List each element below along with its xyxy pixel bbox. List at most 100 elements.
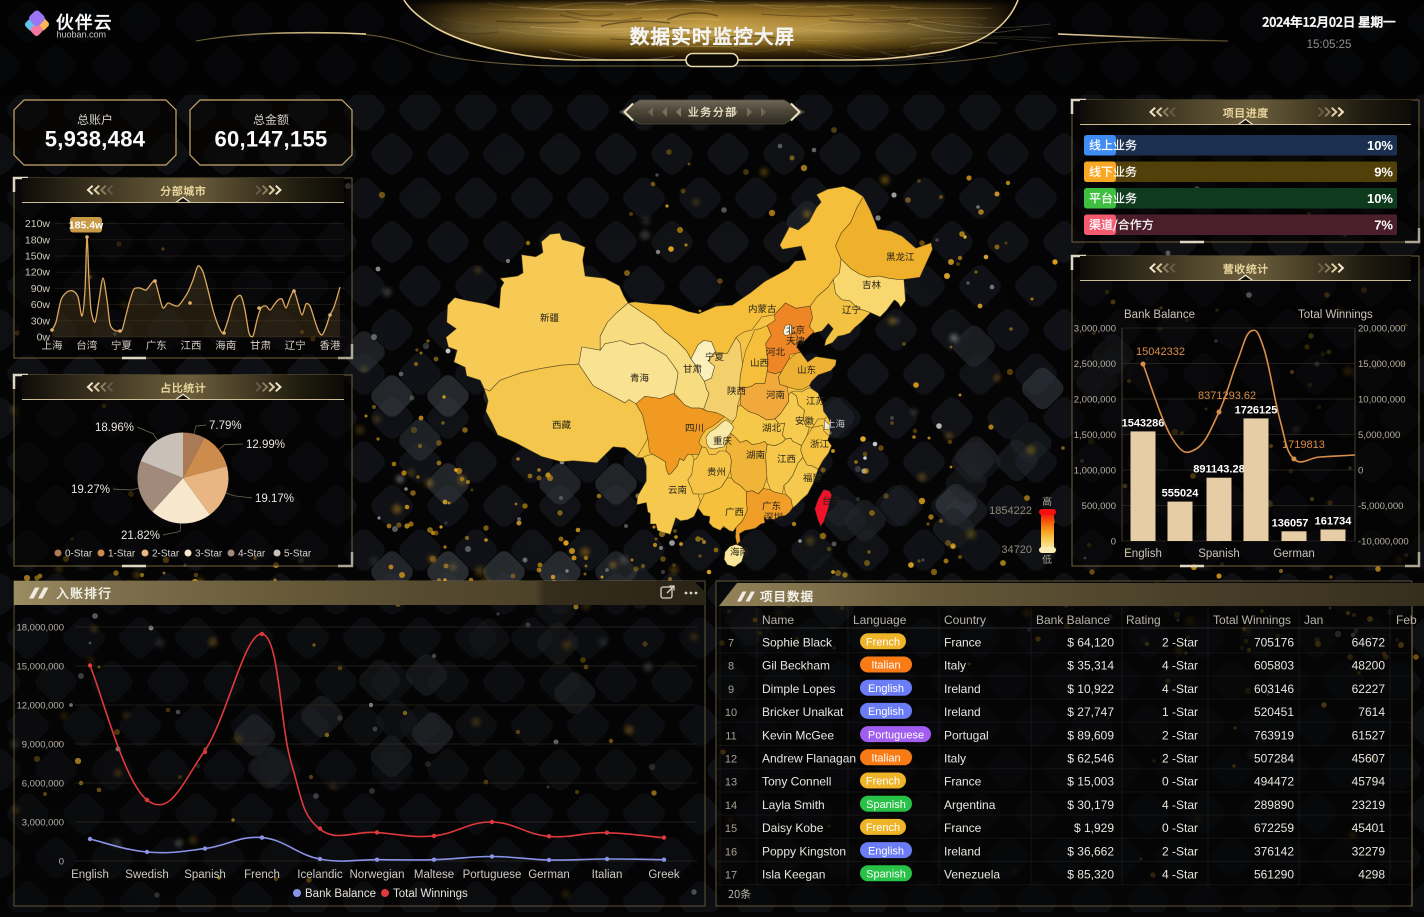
svg-text:Rating: Rating [1126,613,1161,627]
svg-text:Kevin McGee: Kevin McGee [762,728,834,742]
svg-text:2,000,000: 2,000,000 [1074,395,1116,406]
svg-text:9%: 9% [1374,165,1393,180]
svg-text:561290: 561290 [1254,868,1294,882]
svg-text:9: 9 [728,684,734,696]
svg-text:huoban.com: huoban.com [57,30,107,40]
svg-text:520451: 520451 [1254,705,1294,719]
svg-text:Swedish: Swedish [125,869,168,881]
svg-text:5,938,484: 5,938,484 [45,127,146,152]
svg-text:$ 36,662: $ 36,662 [1067,844,1114,858]
svg-text:France: France [944,821,982,835]
svg-text:90w: 90w [31,283,51,295]
svg-text:18,000,000: 18,000,000 [16,623,64,634]
svg-text:$ 10,922: $ 10,922 [1067,682,1114,696]
svg-text:Ireland: Ireland [944,705,981,719]
svg-text:Italian: Italian [592,869,623,881]
svg-text:French: French [866,776,900,788]
svg-text:Norwegian: Norwegian [350,869,405,881]
svg-text:Language: Language [853,613,907,627]
svg-text:19.17%: 19.17% [255,493,294,505]
svg-text:62227: 62227 [1352,682,1386,696]
svg-text:1-Star: 1-Star [108,549,136,560]
svg-text:-10,000,000: -10,000,000 [1358,537,1409,548]
svg-text:45607: 45607 [1352,752,1386,766]
svg-text:Portuguese: Portuguese [868,729,924,741]
svg-text:French: French [866,637,900,649]
svg-text:2 -Star: 2 -Star [1162,636,1198,650]
svg-text:Tony Connell: Tony Connell [762,775,831,789]
svg-text:$ 1,929: $ 1,929 [1074,821,1114,835]
svg-text:1 -Star: 1 -Star [1162,705,1198,719]
svg-text:$ 30,179: $ 30,179 [1067,798,1114,812]
svg-text:5-Star: 5-Star [284,549,312,560]
svg-text:1543286: 1543286 [1122,417,1165,429]
svg-text:21.82%: 21.82% [121,530,160,542]
svg-text:Total Winnings: Total Winnings [393,888,468,900]
svg-text:6,000,000: 6,000,000 [22,779,64,790]
svg-text:23219: 23219 [1352,798,1386,812]
svg-text:30w: 30w [31,315,51,327]
svg-text:2 -Star: 2 -Star [1162,728,1198,742]
svg-text:Dimple Lopes: Dimple Lopes [762,682,835,696]
svg-text:3-Star: 3-Star [195,549,223,560]
svg-text:$ 62,546: $ 62,546 [1067,752,1114,766]
svg-text:Isla Keegan: Isla Keegan [762,868,825,882]
svg-text:210w: 210w [25,218,51,230]
svg-text:4 -Star: 4 -Star [1162,798,1198,812]
svg-text:15042332: 15042332 [1136,346,1185,358]
svg-text:Ireland: Ireland [944,844,981,858]
svg-text:$ 64,120: $ 64,120 [1067,636,1114,650]
svg-text:4298: 4298 [1358,868,1385,882]
svg-text:150w: 150w [25,251,51,263]
svg-text:180w: 180w [25,234,51,246]
svg-text:Layla Smith: Layla Smith [762,798,825,812]
svg-text:Name: Name [762,613,794,627]
svg-text:Italian: Italian [871,753,900,765]
svg-text:48200: 48200 [1352,659,1386,673]
svg-text:France: France [944,636,982,650]
svg-text:Andrew Flanagan: Andrew Flanagan [762,752,856,766]
svg-text:Italy: Italy [944,659,966,673]
svg-text:507284: 507284 [1254,752,1294,766]
svg-text:$ 35,314: $ 35,314 [1067,659,1114,673]
svg-text:Venezuela: Venezuela [944,868,1000,882]
svg-text:0 -Star: 0 -Star [1162,821,1198,835]
svg-text:Spanish: Spanish [184,869,226,881]
svg-text:45401: 45401 [1352,821,1386,835]
svg-text:0: 0 [1358,466,1363,477]
svg-text:12.99%: 12.99% [246,439,285,451]
svg-text:French: French [866,822,900,834]
svg-text:603146: 603146 [1254,682,1294,696]
svg-text:60w: 60w [31,299,51,311]
svg-text:763919: 763919 [1254,728,1294,742]
svg-text:Total Winnings: Total Winnings [1298,309,1373,321]
svg-text:German: German [1273,548,1315,560]
svg-text:0: 0 [59,857,64,868]
svg-text:1726125: 1726125 [1235,404,1278,416]
svg-text:Spanish: Spanish [1198,548,1240,560]
svg-text:45794: 45794 [1352,775,1386,789]
svg-text:10: 10 [725,707,737,719]
svg-text:2 -Star: 2 -Star [1162,752,1198,766]
svg-text:19.27%: 19.27% [71,484,110,496]
svg-text:$ 27,747: $ 27,747 [1067,705,1114,719]
svg-text:Daisy Kobe: Daisy Kobe [762,821,824,835]
svg-text:494472: 494472 [1254,775,1294,789]
svg-text:Greek: Greek [648,869,680,881]
svg-text:15:05:25: 15:05:25 [1307,39,1352,51]
svg-text:555024: 555024 [1162,488,1200,500]
svg-text:61527: 61527 [1352,728,1386,742]
svg-text:15,000,000: 15,000,000 [1358,359,1406,370]
svg-text:English: English [868,845,904,857]
svg-text:7614: 7614 [1358,705,1385,719]
svg-text:Icelandic: Icelandic [297,869,343,881]
svg-text:Spanish: Spanish [866,869,906,881]
svg-text:289890: 289890 [1254,798,1294,812]
svg-text:0 -Star: 0 -Star [1162,775,1198,789]
svg-text:7%: 7% [1374,218,1393,233]
svg-text:0: 0 [1111,537,1116,548]
svg-text:English: English [868,706,904,718]
svg-text:705176: 705176 [1254,636,1294,650]
svg-text:Gil Beckham: Gil Beckham [762,659,830,673]
svg-text:1719813: 1719813 [1282,439,1325,451]
